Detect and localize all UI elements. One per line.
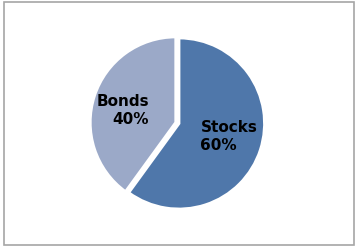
- Text: Stocks
60%: Stocks 60%: [200, 120, 257, 153]
- Wedge shape: [129, 38, 265, 209]
- Wedge shape: [90, 37, 176, 192]
- Text: Bonds
40%: Bonds 40%: [96, 94, 149, 127]
